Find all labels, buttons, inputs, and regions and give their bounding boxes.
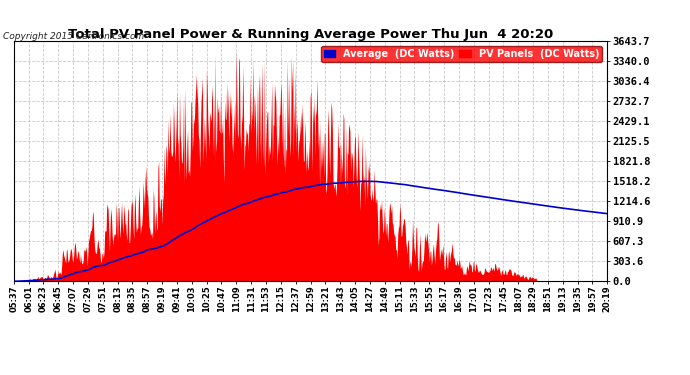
Title: Total PV Panel Power & Running Average Power Thu Jun  4 20:20: Total PV Panel Power & Running Average P… xyxy=(68,28,553,41)
Text: Copyright 2015 Cartronics.com: Copyright 2015 Cartronics.com xyxy=(3,32,145,41)
Legend: Average  (DC Watts), PV Panels  (DC Watts): Average (DC Watts), PV Panels (DC Watts) xyxy=(321,46,602,62)
